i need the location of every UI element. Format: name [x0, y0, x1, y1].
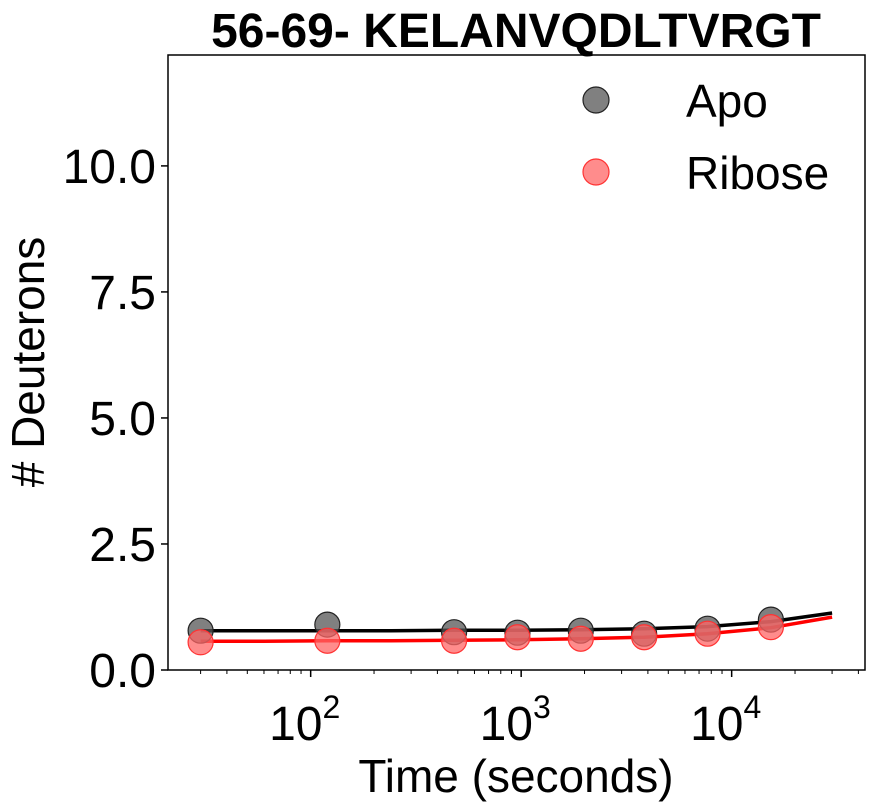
x-axis-label: Time (seconds) — [358, 750, 673, 802]
data-point-ribose — [757, 614, 784, 641]
legend: Apo Ribose — [582, 75, 829, 199]
y-axis-ticks: 0.0 2.5 5.0 7.5 10.0 — [63, 141, 168, 698]
y-tick-label: 0.0 — [89, 645, 156, 698]
data-point-ribose — [187, 629, 214, 656]
legend-label-ribose: Ribose — [686, 147, 829, 199]
plot-frame — [167, 54, 866, 671]
data-point-ribose — [631, 624, 658, 651]
data-point-ribose — [504, 624, 531, 651]
x-tick-label: 103 — [480, 689, 551, 751]
x-tick-label: 104 — [690, 689, 761, 751]
y-tick-label: 7.5 — [89, 267, 156, 320]
y-tick-label: 10.0 — [63, 141, 156, 194]
data-point-ribose — [694, 620, 721, 647]
x-axis-ticks: 102 103 104 — [200, 670, 859, 751]
y-axis-label: # Deuterons — [2, 237, 54, 488]
legend-label-apo: Apo — [686, 75, 768, 127]
y-tick-label: 2.5 — [89, 519, 156, 572]
legend-marker-apo — [582, 86, 610, 114]
y-tick-label: 5.0 — [89, 393, 156, 446]
data-points — [187, 606, 784, 656]
data-point-ribose — [314, 627, 341, 654]
data-point-ribose — [567, 625, 594, 652]
x-tick-label: 102 — [269, 689, 340, 751]
data-point-ribose — [440, 627, 468, 654]
chart-title: 56-69- KELANVQDLTVRGT — [211, 5, 821, 58]
legend-marker-ribose — [582, 158, 610, 186]
